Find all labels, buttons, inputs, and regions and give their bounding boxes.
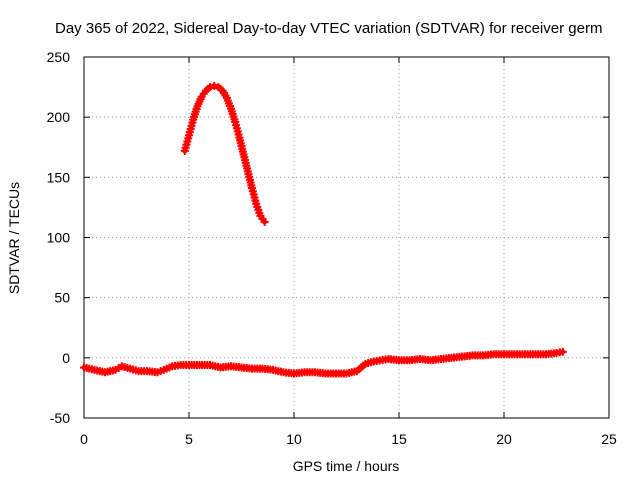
y-tick-label: 50 <box>54 290 70 306</box>
y-axis-label: SDTVAR / TECUs <box>6 182 22 294</box>
y-tick-label: 250 <box>47 49 71 65</box>
satellite-arc-point <box>210 81 219 90</box>
x-tick-label: 0 <box>80 431 88 447</box>
satellite-arc-point <box>260 217 269 226</box>
y-tick-label: 0 <box>62 350 70 366</box>
y-tick-label: 200 <box>47 109 71 125</box>
y-tick-label: 150 <box>47 169 71 185</box>
satellite-arc-point <box>206 83 214 92</box>
y-tick-label: -50 <box>50 410 70 426</box>
data-marks <box>80 81 567 378</box>
x-tick-label: 10 <box>286 431 302 447</box>
baseline-point <box>558 347 567 356</box>
x-axis-label: GPS time / hours <box>293 458 400 474</box>
x-tick-label: 25 <box>601 431 617 447</box>
x-tick-label: 5 <box>185 431 193 447</box>
plot-frame <box>83 56 610 419</box>
chart-title: Day 365 of 2022, Sidereal Day-to-day VTE… <box>55 20 602 37</box>
y-tick-label: 100 <box>47 230 71 246</box>
x-tick-label: 20 <box>496 431 512 447</box>
grid <box>84 57 609 418</box>
ticks: 0 5 10 15 20 25 -50 0 50 100 150 200 250 <box>47 49 617 447</box>
x-tick-label: 15 <box>391 431 407 447</box>
